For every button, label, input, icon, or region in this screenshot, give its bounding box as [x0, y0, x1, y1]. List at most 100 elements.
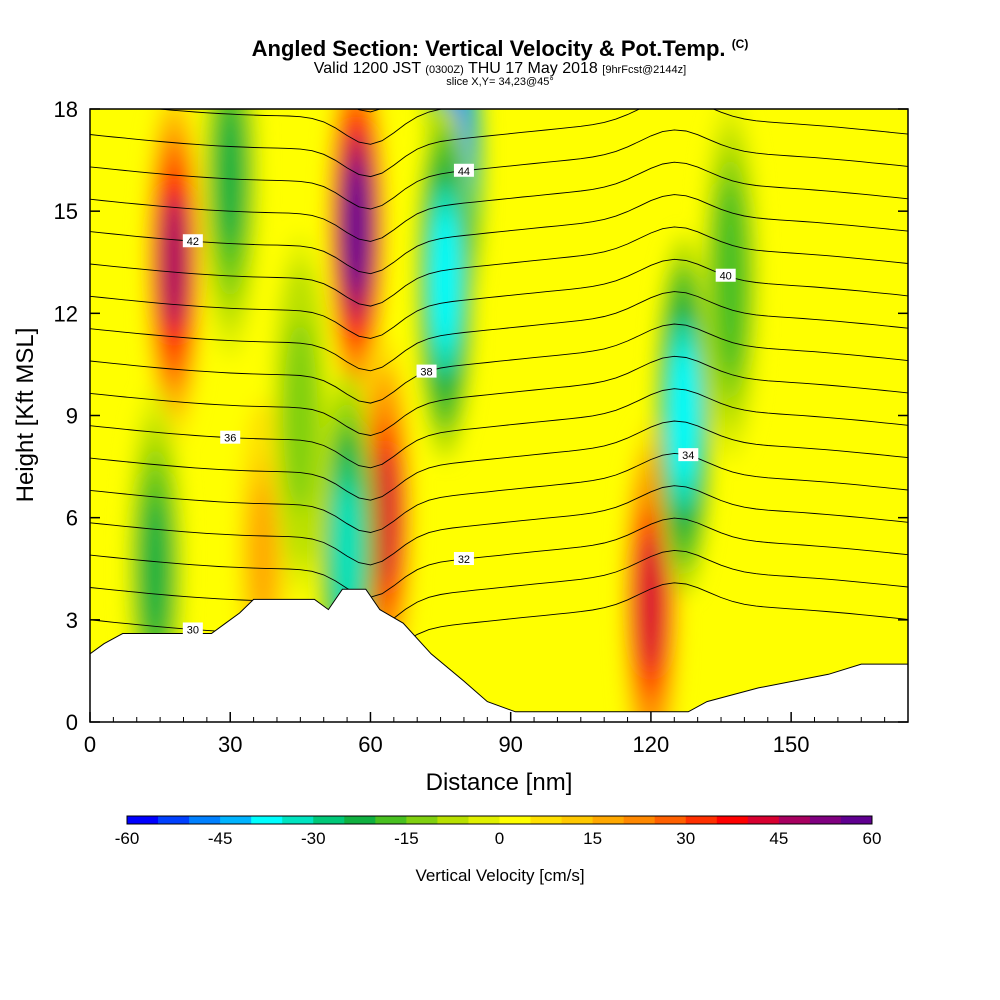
updraft-core	[342, 160, 371, 297]
theta-contour-40	[90, 258, 908, 339]
colorbar-swatch	[344, 816, 376, 824]
theta-contour-41	[90, 226, 908, 307]
updraft-core	[637, 534, 665, 671]
slice-info: slice X,Y= 34,23@45°	[446, 76, 554, 88]
downdraft-core	[216, 109, 244, 246]
downdraft-core	[431, 211, 459, 348]
x-axis: 0 30 60 90 120 150	[84, 712, 909, 757]
colorbar-swatch	[127, 816, 159, 824]
colorbar-swatch	[685, 816, 718, 824]
terrain	[89, 588, 909, 723]
x-tick-label: 150	[773, 732, 810, 757]
contour-label: 40	[715, 268, 736, 283]
svg-text:38: 38	[420, 367, 432, 379]
svg-text:34: 34	[682, 450, 694, 462]
colorbar-swatch	[530, 816, 563, 824]
updraft-core	[370, 449, 399, 586]
colorbar-swatch	[499, 816, 532, 824]
colorbar-tick-label: 60	[863, 829, 882, 848]
colorbar-tick-label: 30	[676, 829, 695, 848]
svg-text:44: 44	[458, 166, 470, 178]
theta-contour-43	[90, 161, 908, 242]
y-tick-label: 0	[66, 710, 78, 735]
colorbar-swatch	[406, 816, 438, 824]
colorbar-swatch	[654, 816, 687, 824]
x-tick-label: 120	[633, 732, 670, 757]
colorbar-swatch	[468, 816, 500, 824]
colorbar-swatch	[313, 816, 345, 824]
chart-subtitle: Valid 1200 JST (0300Z) THU 17 May 2018 […	[313, 60, 687, 77]
colorbar-swatch	[189, 816, 221, 824]
theta-contour-32	[90, 517, 908, 598]
contour-label: 44	[453, 163, 474, 178]
theta-contour-45	[90, 109, 908, 178]
contour-label: 38	[416, 364, 437, 379]
svg-text:30: 30	[187, 624, 199, 636]
x-tick-label: 90	[498, 732, 522, 757]
colorbar-swatch	[778, 816, 811, 824]
theta-contour-31	[90, 549, 908, 631]
contour-labels: 30 32 34 36 38 40 42 44	[182, 163, 736, 636]
colorbar-swatch	[375, 816, 407, 824]
theta-contour-42	[90, 194, 908, 275]
colorbar-swatch	[840, 816, 873, 824]
theta-contour-35	[90, 420, 908, 501]
downdraft-core	[670, 347, 698, 484]
theta-contour-47	[356, 109, 382, 113]
y-axis-label: Height [Kft MSL]	[12, 328, 39, 503]
theta-contour-33	[90, 485, 908, 566]
theta-contour-37	[90, 355, 908, 436]
downdraft-core	[141, 500, 170, 637]
theta-contour-44	[90, 129, 908, 210]
colorbar-swatch	[623, 816, 656, 824]
theta-contour-38	[90, 323, 908, 404]
colorbar-swatch	[158, 816, 190, 824]
colorbar-tick-label: -45	[208, 829, 233, 848]
contour-label: 36	[220, 430, 241, 445]
colorbar-tick-label: -60	[115, 829, 140, 848]
contour-label: 34	[678, 448, 699, 462]
theta-contour-39	[90, 291, 908, 372]
x-axis-label: Distance [nm]	[426, 769, 573, 796]
y-tick-label: 18	[54, 97, 78, 122]
colorbar-swatch	[809, 816, 842, 824]
svg-text:40: 40	[720, 271, 732, 283]
svg-text:32: 32	[458, 554, 470, 566]
colorbar-swatch	[592, 816, 625, 824]
updraft-core	[249, 483, 277, 620]
colorbar-tick-label: 0	[495, 829, 504, 848]
downdraft-core	[286, 347, 314, 484]
colorbar-swatch	[282, 816, 314, 824]
colorbar-tick-label: 15	[583, 829, 602, 848]
x-tick-label: 60	[358, 732, 382, 757]
y-tick-label: 15	[54, 199, 78, 224]
y-tick-label: 12	[54, 301, 78, 326]
downdraft-core	[333, 483, 361, 620]
colorbar-swatch	[561, 816, 594, 824]
colorbar-tick-label: 45	[769, 829, 788, 848]
chart-title: Angled Section: Vertical Velocity & Pot.…	[251, 36, 749, 61]
svg-text:42: 42	[187, 236, 199, 248]
y-tick-label: 9	[66, 404, 78, 429]
colorbar-swatch	[747, 816, 780, 824]
theta-contour-46	[153, 109, 445, 145]
colorbar-label: Vertical Velocity [cm/s]	[415, 866, 584, 885]
x-tick-label: 0	[84, 732, 96, 757]
theta-contours	[90, 109, 908, 663]
colorbar-swatch	[716, 816, 749, 824]
colorbar-swatch	[220, 816, 252, 824]
colorbar-swatch	[251, 816, 283, 824]
x-tick-label: 30	[218, 732, 242, 757]
y-tick-label: 6	[66, 506, 78, 531]
contour-label: 30	[182, 622, 203, 636]
svg-text:36: 36	[224, 433, 236, 445]
updraft-core	[160, 194, 188, 331]
colorbar-tick-label: -30	[301, 829, 326, 848]
y-tick-label: 3	[66, 608, 78, 633]
theta-contour-34	[90, 452, 908, 533]
contour-label: 32	[453, 552, 474, 566]
colorbar-tick-label: -15	[394, 829, 419, 848]
contour-label: 42	[182, 234, 203, 248]
